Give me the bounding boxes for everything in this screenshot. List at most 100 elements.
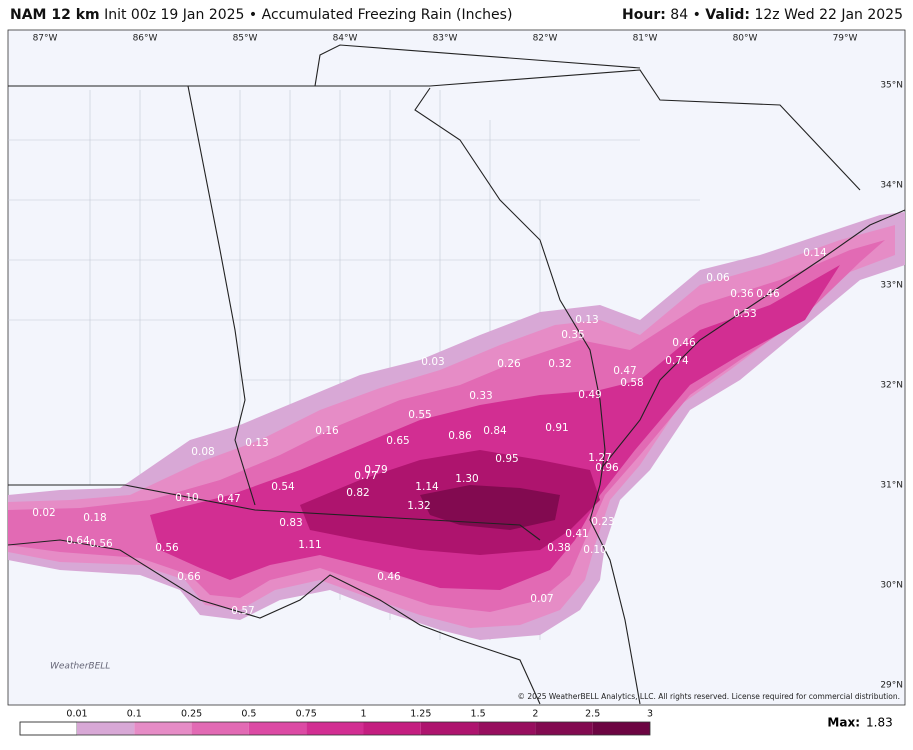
value-label: 0.26 bbox=[497, 358, 521, 370]
value-label: 0.65 bbox=[386, 435, 409, 447]
header-left: NAM 12 km Init 00z 19 Jan 2025 • Accumul… bbox=[10, 7, 512, 23]
valid-label: Valid: bbox=[705, 7, 750, 23]
colorbar-swatch bbox=[363, 722, 421, 735]
separator: • bbox=[693, 7, 701, 23]
value-label: 0.46 bbox=[672, 337, 696, 349]
header-right: Hour: 84 • Valid: 12z Wed 22 Jan 2025 bbox=[622, 7, 903, 23]
value-label: 0.13 bbox=[575, 314, 598, 326]
value-label: 0.66 bbox=[177, 571, 201, 583]
colorbar-label: 1 bbox=[360, 709, 366, 720]
value-label: 0.33 bbox=[469, 390, 492, 402]
value-label: 0.46 bbox=[756, 288, 780, 300]
colorbar-swatch bbox=[191, 722, 249, 735]
colorbar-label: 0.75 bbox=[296, 709, 317, 720]
value-label: 0.10 bbox=[583, 544, 606, 556]
state-borders bbox=[7, 44, 906, 705]
value-label: 0.54 bbox=[271, 481, 295, 493]
value-label: 1.30 bbox=[455, 473, 478, 485]
longitude-label: 86°W bbox=[133, 34, 158, 44]
value-label: 1.32 bbox=[407, 500, 430, 512]
value-label: 0.47 bbox=[217, 493, 240, 505]
value-label: 0.55 bbox=[408, 409, 431, 421]
init: Init 00z 19 Jan 2025 bbox=[104, 7, 244, 23]
longitude-label: 82°W bbox=[533, 34, 558, 44]
longitude-label: 80°W bbox=[733, 34, 758, 44]
value-label: 0.08 bbox=[191, 446, 214, 458]
value-label: 0.36 bbox=[730, 288, 754, 300]
copyright: © 2025 WeatherBELL Analytics, LLC. All r… bbox=[518, 692, 900, 701]
value-label: 0.96 bbox=[595, 462, 619, 474]
colorbar-label: 0.5 bbox=[241, 709, 256, 720]
value-label: 0.77 bbox=[354, 470, 377, 482]
colorbar-swatch bbox=[306, 722, 364, 735]
value-label: 0.02 bbox=[32, 507, 55, 519]
colorbar-swatch bbox=[478, 722, 536, 735]
latitude-label: 31°N bbox=[880, 481, 903, 491]
value-label: 0.64 bbox=[66, 535, 90, 547]
colorbar-swatch bbox=[535, 722, 593, 735]
value-label: 0.91 bbox=[545, 422, 568, 434]
product: Accumulated Freezing Rain (Inches) bbox=[262, 7, 513, 23]
value-label: 0.49 bbox=[578, 389, 601, 401]
hour: 84 bbox=[670, 7, 688, 23]
latitude-label: 32°N bbox=[880, 381, 903, 391]
longitude-label: 81°W bbox=[633, 34, 658, 44]
longitude-label: 83°W bbox=[433, 34, 458, 44]
colorbar-label: 2.5 bbox=[585, 709, 600, 720]
value-label: 0.95 bbox=[495, 453, 518, 465]
max-value: 1.83 bbox=[866, 716, 893, 730]
valid: 12z Wed 22 Jan 2025 bbox=[754, 7, 903, 23]
value-label: 0.84 bbox=[483, 425, 507, 437]
latitude-label: 30°N bbox=[880, 581, 903, 591]
colorbar-label: 0.25 bbox=[181, 709, 202, 720]
value-label: 0.06 bbox=[706, 272, 730, 284]
colorbar-swatch bbox=[592, 722, 650, 735]
max-label: Max: bbox=[827, 716, 860, 730]
latitude-label: 29°N bbox=[880, 681, 903, 691]
value-label: 0.23 bbox=[591, 516, 614, 528]
latitude-label: 33°N bbox=[880, 281, 903, 291]
longitude-label: 79°W bbox=[833, 34, 858, 44]
colorbar-swatch bbox=[77, 722, 135, 735]
colorbar-label: 1.5 bbox=[471, 709, 486, 720]
value-label: 0.13 bbox=[245, 437, 268, 449]
colorbar-swatch bbox=[420, 722, 479, 735]
value-label: 0.47 bbox=[613, 365, 636, 377]
latitude-label: 34°N bbox=[880, 181, 903, 191]
colorbar-label: 1.25 bbox=[410, 709, 431, 720]
value-label: 0.56 bbox=[155, 542, 179, 554]
value-label: 0.83 bbox=[279, 517, 302, 529]
colorbar-outline bbox=[19, 721, 651, 736]
value-label: 1.11 bbox=[298, 539, 321, 551]
value-label: 0.57 bbox=[231, 605, 254, 617]
colorbar-label: 0.1 bbox=[127, 709, 142, 720]
colorbar: 0.01 0.1 0.25 0.5 0.75 1 1.25 1.5 2 2.5 3 bbox=[19, 709, 653, 736]
value-label: 0.32 bbox=[548, 358, 571, 370]
colorbar-swatch bbox=[248, 722, 307, 735]
colorbar-swatch bbox=[19, 721, 78, 736]
model: NAM 12 km bbox=[10, 7, 100, 23]
value-label: 0.74 bbox=[665, 355, 689, 367]
longitude-label: 85°W bbox=[233, 34, 258, 44]
logo: WeatherBELL bbox=[50, 662, 110, 672]
value-label: 0.16 bbox=[315, 425, 339, 437]
value-label: 0.14 bbox=[803, 247, 827, 259]
value-label: 0.58 bbox=[620, 377, 643, 389]
value-label: 1.14 bbox=[415, 481, 439, 493]
value-label: 0.41 bbox=[565, 528, 588, 540]
value-label: 1.27 bbox=[588, 452, 611, 464]
value-label: 0.53 bbox=[733, 308, 756, 320]
colorbar-label: 3 bbox=[647, 709, 653, 720]
value-label: 0.18 bbox=[83, 512, 106, 524]
value-label: 0.35 bbox=[561, 329, 584, 341]
colorbar-swatch bbox=[134, 722, 192, 735]
value-label: 0.10 bbox=[175, 492, 198, 504]
value-label: 0.07 bbox=[530, 593, 553, 605]
longitude-label: 84°W bbox=[333, 34, 358, 44]
colorbar-label: 2 bbox=[532, 709, 538, 720]
value-label: 0.46 bbox=[377, 571, 401, 583]
value-label: 0.86 bbox=[448, 430, 472, 442]
longitude-label: 87°W bbox=[33, 34, 58, 44]
value-label: 0.56 bbox=[89, 538, 113, 550]
